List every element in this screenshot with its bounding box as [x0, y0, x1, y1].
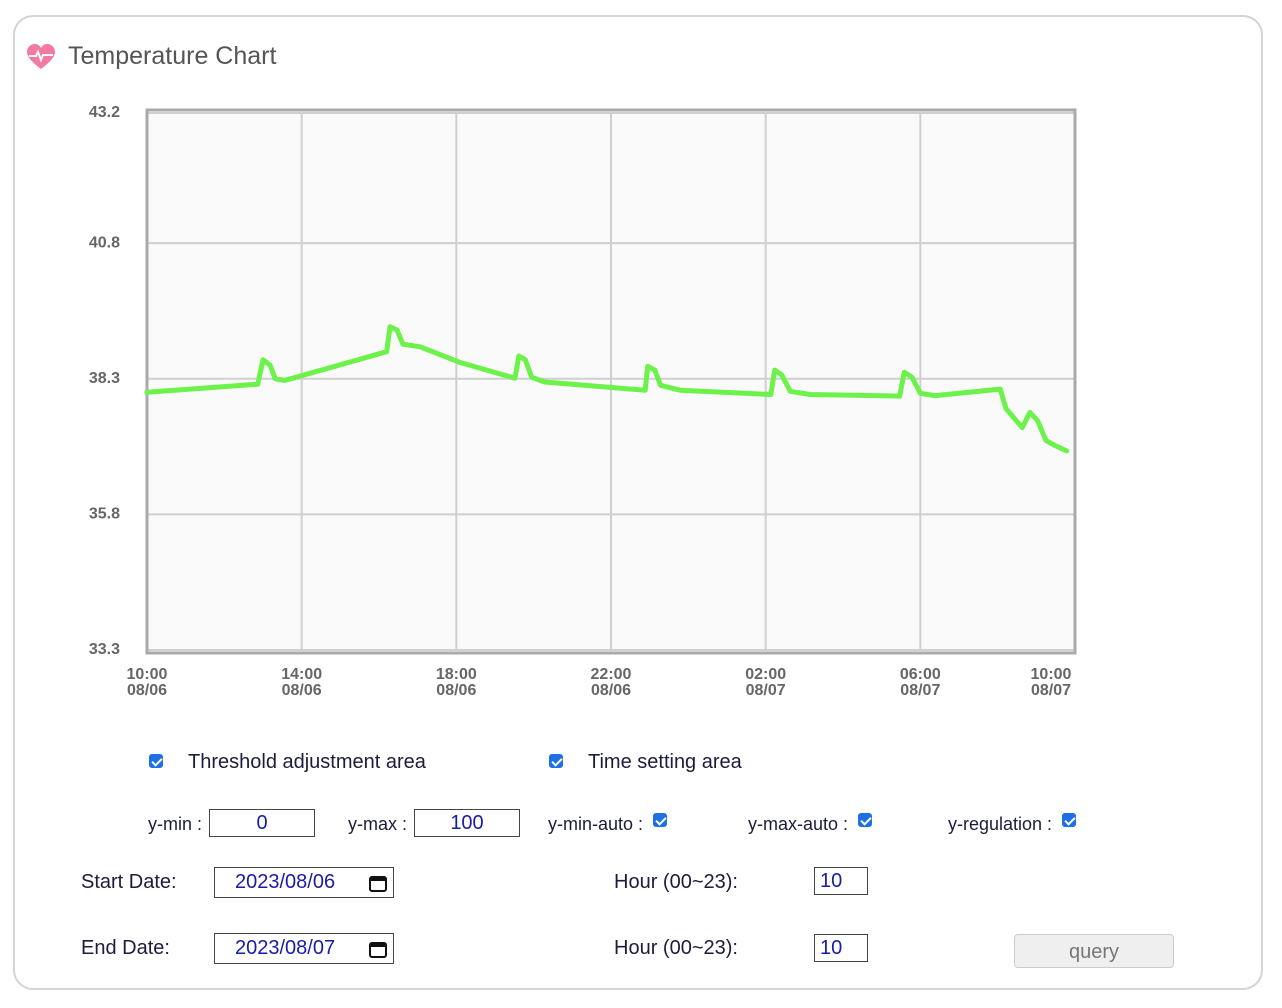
page-title: Temperature Chart — [68, 42, 277, 70]
checkbox[interactable] — [858, 813, 872, 827]
x-tick-label: 02:00 08/07 — [745, 666, 787, 699]
date-label: Start Date: — [81, 871, 177, 893]
number-input[interactable]: 100 — [414, 809, 520, 837]
calendar-icon[interactable] — [369, 940, 387, 958]
hour-input[interactable]: 10 — [814, 934, 868, 962]
x-tick-label: 06:00 08/07 — [899, 666, 941, 699]
date-input[interactable]: 2023/08/06 — [214, 867, 394, 898]
temperature-line — [144, 324, 1070, 454]
checkbox[interactable] — [149, 754, 163, 768]
number-input[interactable]: 0 — [209, 809, 315, 837]
hour-label: Hour (00~23): — [614, 871, 738, 893]
y-tick-label: 38.3 — [89, 370, 120, 387]
x-tick-label: 14:00 08/06 — [281, 666, 323, 699]
hour-label: Hour (00~23): — [614, 937, 738, 959]
section-label: Time setting area — [588, 751, 742, 773]
plot-frame — [145, 108, 1077, 655]
field-label: y-min : — [148, 814, 202, 834]
toggle-label: y-regulation : — [948, 814, 1053, 834]
toggle-label: y-max-auto : — [748, 814, 849, 834]
section-label: Threshold adjustment area — [188, 751, 426, 773]
date-input[interactable]: 2023/08/07 — [214, 933, 394, 964]
card — [13, 15, 1263, 990]
date-label: End Date: — [81, 937, 170, 959]
x-tick-label: 18:00 08/06 — [435, 666, 477, 699]
y-tick-label: 43.2 — [89, 104, 120, 121]
date-value: 2023/08/06 — [235, 871, 336, 893]
hour-input[interactable]: 10 — [814, 867, 868, 895]
checkbox[interactable] — [549, 754, 563, 768]
x-tick-label: 10:00 08/07 — [1030, 666, 1072, 699]
heart-icon — [27, 44, 55, 69]
query-button[interactable]: query — [1014, 934, 1174, 968]
date-value: 2023/08/07 — [235, 937, 336, 959]
x-tick-label: 22:00 08/06 — [590, 666, 632, 699]
toggle-label: y-min-auto : — [548, 814, 644, 834]
y-tick-label: 33.3 — [89, 641, 120, 658]
checkbox[interactable] — [1062, 813, 1076, 827]
checkbox[interactable] — [653, 813, 667, 827]
calendar-icon[interactable] — [369, 874, 387, 892]
x-tick-label: 10:00 08/06 — [126, 666, 168, 699]
y-tick-label: 40.8 — [89, 234, 120, 251]
chart: 33.3 35.8 38.3 40.8 43.2 — [89, 104, 1077, 658]
y-tick-label: 35.8 — [89, 506, 120, 523]
field-label: y-max : — [348, 814, 408, 834]
